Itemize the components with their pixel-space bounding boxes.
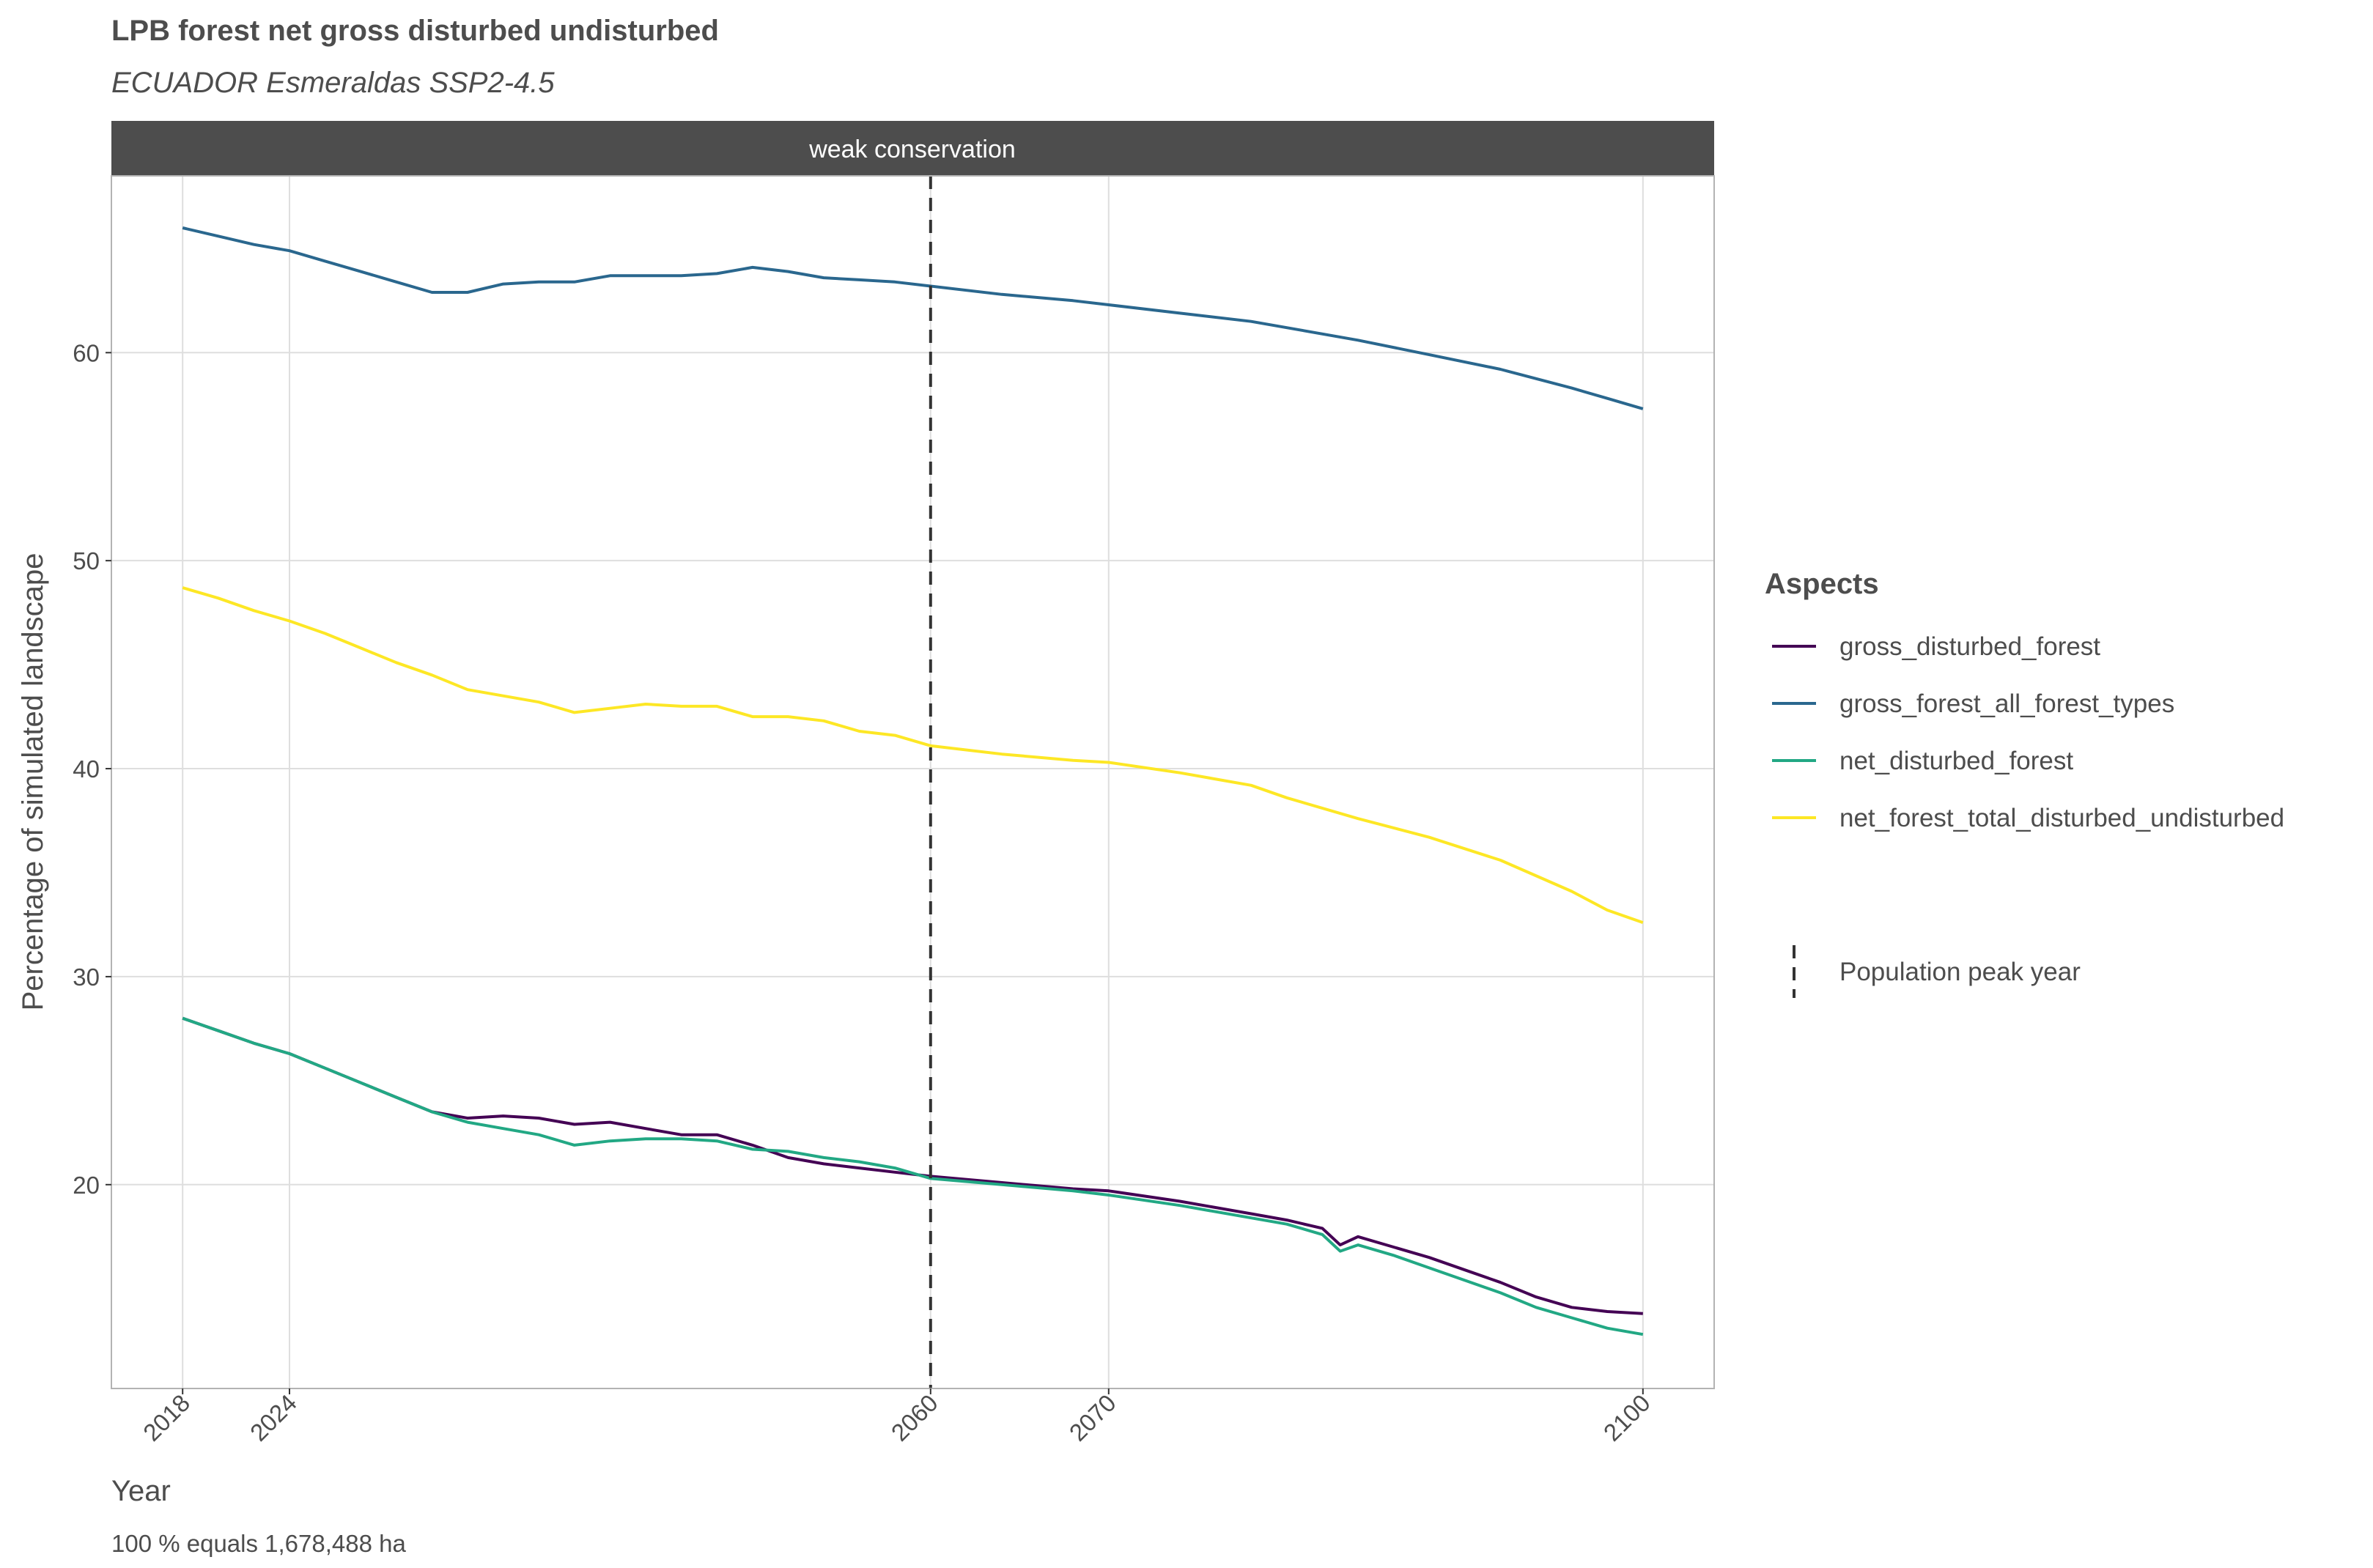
y-tick-label: 30	[73, 964, 100, 991]
legend-label: gross_forest_all_forest_types	[1839, 689, 2174, 718]
x-tick-label: 2024	[245, 1389, 302, 1446]
y-tick-label: 40	[73, 755, 100, 783]
y-axis-title: Percentage of simulated landscape	[17, 553, 49, 1011]
x-tick-label: 2100	[1598, 1389, 1656, 1446]
facet-strip	[111, 121, 1714, 176]
chart-title: LPB forest net gross disturbed undisturb…	[111, 15, 719, 47]
y-tick-label: 60	[73, 339, 100, 366]
y-axis: 20 30 40 50 60	[73, 339, 111, 1199]
x-axis-title: Year	[111, 1475, 171, 1507]
caption: 100 % equals 1,678,488 ha	[111, 1530, 406, 1557]
x-axis: 2018 2024 2060 2070 2100	[138, 1388, 1656, 1446]
grid-lines	[111, 176, 1714, 1388]
series-line-gross_disturbed_forest	[182, 1016, 1643, 1315]
series-line-gross_forest_all_forest_types	[182, 226, 1644, 410]
legend-label-population-peak: Population peak year	[1839, 958, 2081, 986]
facet-label: weak conservation	[808, 136, 1016, 163]
legend-title: Aspects	[1765, 568, 1879, 600]
x-tick-label: 2060	[886, 1389, 943, 1446]
legend: Aspects gross_disturbed_forest gross_fore…	[1765, 568, 2284, 998]
legend-label: net_disturbed_forest	[1839, 747, 2073, 775]
legend-label: gross_disturbed_forest	[1839, 632, 2100, 661]
y-tick-label: 50	[73, 547, 100, 574]
x-tick-label: 2018	[138, 1389, 195, 1446]
x-tick-label: 2070	[1064, 1389, 1121, 1446]
series-line-net_forest_total_disturbed_undisturbed	[182, 586, 1644, 924]
y-tick-label: 20	[73, 1172, 100, 1199]
legend-label: net_forest_total_disturbed_undisturbed	[1839, 804, 2284, 832]
panel-border	[111, 175, 1715, 1389]
series-lines	[182, 226, 1644, 1336]
series-line-net_disturbed_forest	[182, 1016, 1644, 1336]
chart-subtitle: ECUADOR Esmeraldas SSP2-4.5	[111, 67, 555, 99]
